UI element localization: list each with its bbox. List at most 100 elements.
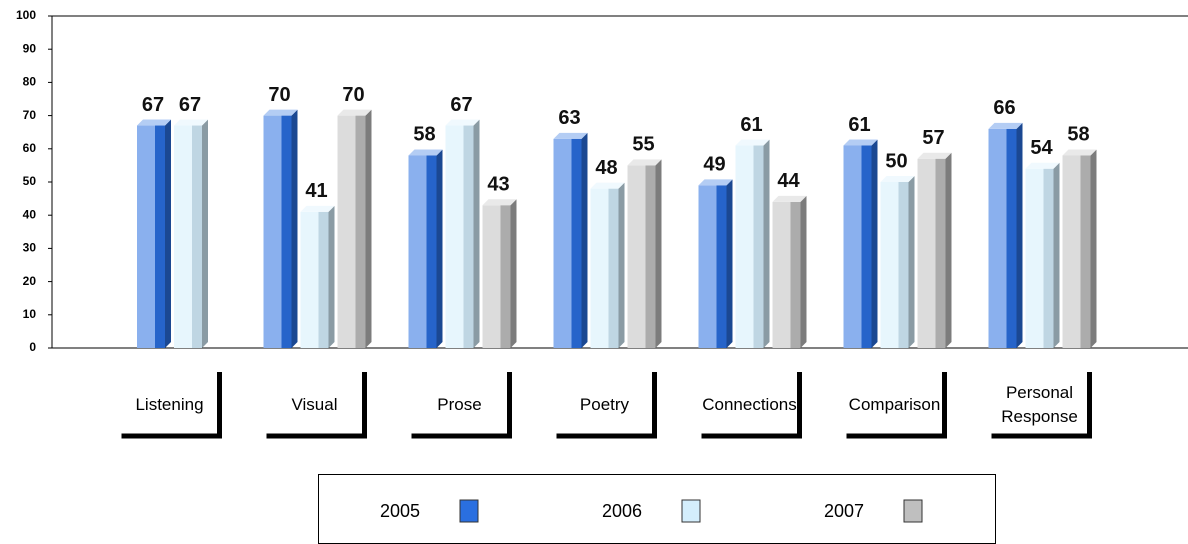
data-label: 43	[487, 174, 509, 196]
bar	[137, 119, 171, 348]
bar-side	[763, 139, 770, 348]
bar-top	[1062, 149, 1097, 156]
legend-label: 2005	[380, 501, 420, 521]
bar-top	[337, 109, 372, 116]
bar-shade	[1006, 128, 1017, 348]
bar-shade	[426, 155, 437, 348]
legend-swatch	[681, 499, 701, 523]
bar-top	[408, 149, 443, 156]
y-tick-label: 30	[23, 241, 37, 255]
y-tick-label: 20	[23, 274, 37, 288]
data-label: 63	[558, 107, 580, 129]
bar-side	[202, 119, 208, 348]
data-label: 48	[595, 157, 617, 179]
x-tick-label: Connections	[702, 395, 797, 414]
data-label: 55	[632, 134, 654, 156]
data-label: 70	[268, 84, 290, 106]
bar-side	[800, 195, 807, 348]
y-tick-label: 40	[23, 207, 37, 221]
data-label: 66	[993, 97, 1015, 119]
bar-shade	[790, 201, 801, 348]
x-tick-label: Personal Response	[1001, 383, 1078, 426]
bar	[482, 199, 517, 348]
bar-shade	[281, 115, 292, 348]
legend-box	[318, 474, 996, 544]
bar	[772, 195, 807, 348]
bar-top	[988, 122, 1023, 129]
bar-top	[627, 159, 662, 166]
bar-shade	[898, 182, 909, 348]
data-label: 70	[342, 84, 364, 106]
bar-shade	[1080, 155, 1091, 348]
y-tick-label: 80	[23, 75, 37, 89]
bar-side	[726, 179, 733, 348]
y-tick-label: 60	[23, 141, 37, 155]
bar-top	[445, 119, 480, 126]
bar-top	[137, 119, 171, 126]
x-tick-label: Comparison	[848, 395, 941, 414]
label-bracket	[411, 372, 512, 439]
bar-top	[263, 109, 298, 116]
bar-shade	[192, 125, 202, 348]
legend-label: 2006	[602, 501, 642, 521]
bar-shade	[608, 188, 619, 348]
y-tick-label: 70	[23, 108, 37, 122]
data-label: 67	[450, 94, 472, 116]
y-tick-label: 90	[23, 41, 37, 55]
legend-label: 2007	[824, 501, 864, 521]
bar-side	[908, 176, 915, 348]
data-label: 54	[1030, 137, 1053, 159]
bar-top	[735, 139, 770, 146]
x-tick-label: Poetry	[579, 395, 630, 414]
bar	[174, 119, 208, 348]
bar-shade	[500, 205, 511, 348]
bar-shade	[935, 158, 946, 348]
bar-side	[473, 119, 480, 348]
label-bracket	[701, 372, 802, 439]
bar	[408, 149, 443, 348]
y-tick-label: 10	[23, 307, 37, 321]
bar	[843, 139, 878, 348]
bar-side	[581, 132, 588, 348]
bar	[553, 132, 588, 348]
label-bracket	[266, 372, 367, 439]
bar-shade	[645, 165, 656, 348]
bar-side	[1053, 162, 1060, 348]
bar-top	[482, 199, 517, 206]
bar-top	[880, 176, 915, 182]
bar	[337, 109, 372, 348]
bar	[1062, 149, 1097, 348]
bar-top	[590, 182, 625, 189]
bar	[698, 179, 733, 348]
bar-side	[365, 109, 372, 348]
label-bracket	[556, 372, 657, 439]
bar-top	[917, 152, 952, 159]
bar-top	[772, 195, 807, 202]
bar-shade	[318, 211, 329, 348]
bar-shade	[571, 138, 582, 348]
bar-side	[618, 182, 625, 348]
bar-top	[174, 119, 208, 126]
x-tick-label: Visual	[291, 395, 338, 414]
y-tick-label: 100	[16, 8, 36, 22]
data-label: 58	[1067, 124, 1089, 146]
bar	[263, 109, 298, 348]
label-bracket	[991, 372, 1092, 439]
bar-shade	[1043, 168, 1054, 348]
bar	[627, 159, 662, 348]
bar-shade	[155, 125, 165, 348]
bar-top	[698, 179, 733, 186]
data-label: 67	[179, 94, 201, 116]
data-label: 57	[922, 127, 944, 149]
x-tick-label: Listening	[135, 395, 204, 414]
bar-side	[1016, 122, 1023, 348]
bar-top	[1025, 162, 1060, 169]
bar-shade	[716, 185, 727, 348]
bar	[300, 205, 335, 348]
bar	[988, 122, 1023, 348]
data-label: 61	[848, 114, 870, 136]
data-label: 67	[142, 94, 164, 116]
bar-top	[300, 205, 335, 212]
